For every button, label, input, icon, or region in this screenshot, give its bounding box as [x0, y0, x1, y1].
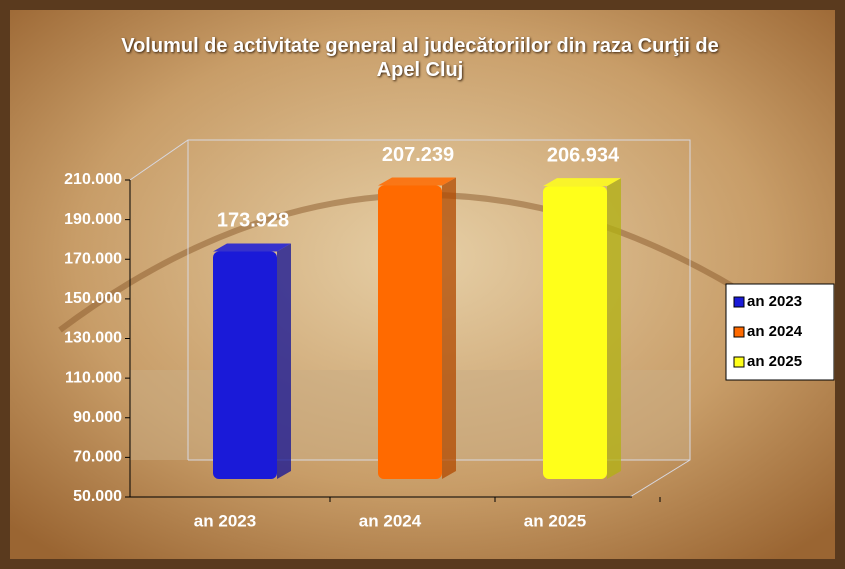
- legend-label: an 2023: [747, 293, 802, 310]
- bar: [213, 251, 277, 479]
- y-tick-label: 210.000: [64, 171, 122, 188]
- x-tick-label: an 2025: [524, 511, 586, 530]
- legend-swatch: [734, 357, 744, 367]
- y-tick-label: 90.000: [73, 409, 122, 426]
- y-tick-label: 50.000: [73, 488, 122, 505]
- y-tick-label: 70.000: [73, 449, 122, 466]
- bar-side: [442, 177, 456, 479]
- y-tick-label: 190.000: [64, 211, 122, 228]
- y-tick-label: 130.000: [64, 330, 122, 347]
- y-tick-label: 150.000: [64, 290, 122, 307]
- value-label: 173.928: [217, 210, 289, 232]
- y-tick-label: 170.000: [64, 250, 122, 267]
- legend-swatch: [734, 327, 744, 337]
- value-label: 206.934: [547, 144, 620, 166]
- x-tick-label: an 2023: [194, 511, 256, 530]
- legend-swatch: [734, 297, 744, 307]
- legend-label: an 2025: [747, 353, 802, 370]
- legend-label: an 2024: [747, 323, 803, 340]
- chart-container: 50.000 70.000 90.000 110.000 130.000 150.000 1…: [0, 0, 845, 569]
- bar: [378, 185, 442, 479]
- bar-side: [277, 243, 291, 479]
- bar-side: [607, 178, 621, 479]
- bar: [543, 186, 607, 479]
- chart: 50.000 70.000 90.000 110.000 130.000 150.000 1…: [0, 0, 845, 569]
- y-tick-label: 110.000: [65, 369, 122, 386]
- x-tick-label: an 2024: [359, 511, 422, 530]
- chart-title: Volumul de activitate general al judecăt…: [100, 34, 740, 82]
- value-label: 207.239: [382, 144, 454, 166]
